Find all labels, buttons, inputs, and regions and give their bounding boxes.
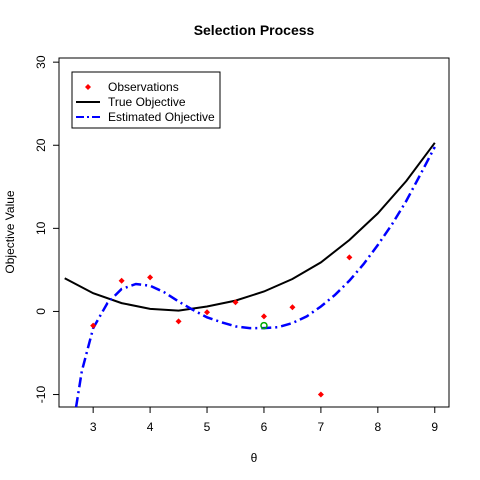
observation-point <box>289 304 296 311</box>
legend-label: Observations <box>108 80 179 94</box>
observation-point <box>260 313 267 320</box>
x-tick-label: 8 <box>374 420 381 434</box>
x-tick-label: 4 <box>147 420 154 434</box>
observation-point <box>118 277 125 284</box>
y-tick-label: 0 <box>34 308 48 315</box>
true-objective-line <box>64 142 436 312</box>
y-tick-label: 20 <box>34 138 48 152</box>
y-tick-label: 30 <box>34 55 48 69</box>
x-tick-label: 9 <box>431 420 438 434</box>
plot-area <box>64 142 436 407</box>
observation-point <box>204 309 211 316</box>
y-tick-label: -10 <box>34 386 48 404</box>
observation-point <box>147 274 154 281</box>
observation-point <box>90 322 97 329</box>
x-axis: 3 4 5 6 7 8 9 <box>90 407 438 434</box>
observation-point <box>175 318 182 325</box>
x-tick-label: 3 <box>90 420 97 434</box>
selected-point-marker <box>260 321 268 330</box>
y-tick-label: 10 <box>34 221 48 235</box>
legend-label: True Objective <box>108 95 186 109</box>
observation-point <box>317 391 324 398</box>
legend-box <box>71 71 221 129</box>
x-axis-label: θ <box>251 451 258 465</box>
legend-label: Estimated Ohjective <box>108 110 215 124</box>
plot-frame <box>58 57 450 408</box>
observation-point <box>346 254 353 261</box>
legend-point-symbol <box>85 84 91 90</box>
observation-point <box>232 299 239 306</box>
x-tick-label: 6 <box>261 420 268 434</box>
y-axis-label: Objective Value <box>3 190 17 273</box>
x-tick-label: 5 <box>204 420 211 434</box>
estimated-objective-line <box>74 146 436 407</box>
y-axis: -10 0 10 20 30 <box>34 55 59 403</box>
x-tick-label: 7 <box>318 420 325 434</box>
chart-title: Selection Process <box>194 22 315 38</box>
